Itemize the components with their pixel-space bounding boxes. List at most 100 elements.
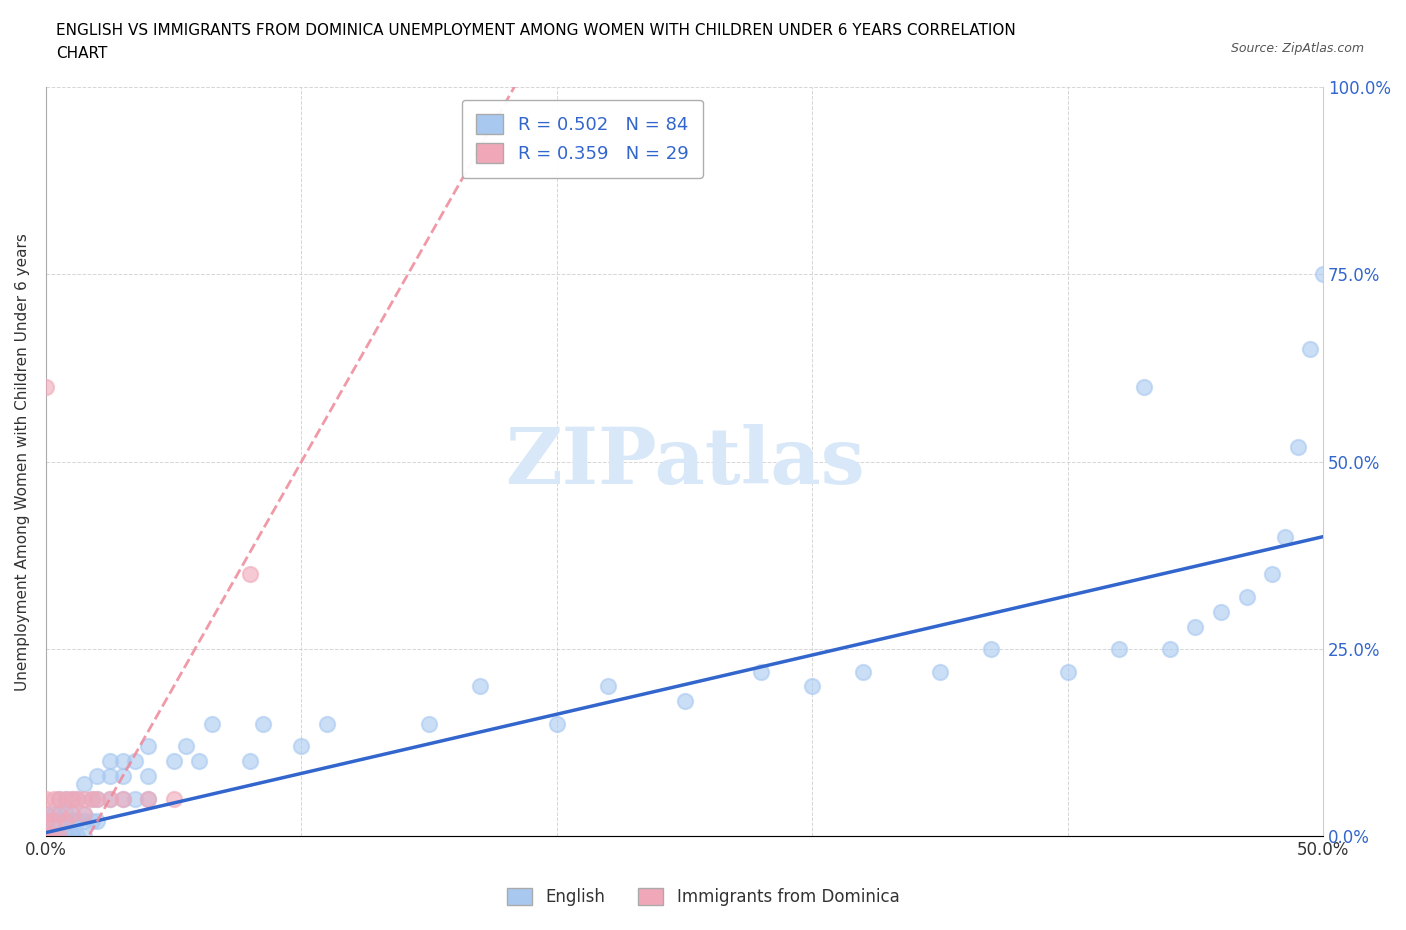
Point xyxy=(65,814,87,829)
Point xyxy=(673,694,696,709)
Point xyxy=(98,791,121,806)
Point xyxy=(98,769,121,784)
Text: ZIPatlas: ZIPatlas xyxy=(505,424,865,499)
Point xyxy=(55,806,77,821)
Point xyxy=(42,829,65,844)
Point xyxy=(252,716,274,731)
Point xyxy=(163,754,186,769)
Point xyxy=(42,829,65,844)
Point xyxy=(980,642,1002,657)
Point xyxy=(418,716,440,731)
Point xyxy=(1274,529,1296,544)
Point xyxy=(80,791,103,806)
Point xyxy=(1133,379,1156,394)
Point xyxy=(801,679,824,694)
Point xyxy=(73,777,96,791)
Point xyxy=(35,829,58,844)
Point xyxy=(136,739,159,754)
Point xyxy=(60,829,83,844)
Point xyxy=(73,791,96,806)
Point xyxy=(201,716,224,731)
Point xyxy=(42,806,65,821)
Point xyxy=(929,664,952,679)
Point xyxy=(546,716,568,731)
Point xyxy=(42,814,65,829)
Point xyxy=(124,754,146,769)
Point xyxy=(111,769,134,784)
Point xyxy=(48,791,70,806)
Point xyxy=(749,664,772,679)
Point xyxy=(42,791,65,806)
Point xyxy=(60,829,83,844)
Point xyxy=(60,806,83,821)
Point xyxy=(136,769,159,784)
Point xyxy=(1299,342,1322,357)
Point xyxy=(48,791,70,806)
Point xyxy=(1159,642,1181,657)
Legend: R = 0.502   N = 84, R = 0.359   N = 29: R = 0.502 N = 84, R = 0.359 N = 29 xyxy=(461,100,703,178)
Point xyxy=(596,679,619,694)
Point xyxy=(55,814,77,829)
Point xyxy=(60,791,83,806)
Point xyxy=(35,829,58,844)
Text: CHART: CHART xyxy=(56,46,108,61)
Point xyxy=(111,754,134,769)
Point xyxy=(42,829,65,844)
Point xyxy=(470,679,492,694)
Point xyxy=(48,806,70,821)
Point xyxy=(1108,642,1130,657)
Point xyxy=(35,806,58,821)
Point xyxy=(80,791,103,806)
Point xyxy=(239,754,262,769)
Point xyxy=(55,829,77,844)
Point xyxy=(42,814,65,829)
Point xyxy=(86,769,108,784)
Point xyxy=(48,806,70,821)
Point xyxy=(73,806,96,821)
Text: ENGLISH VS IMMIGRANTS FROM DOMINICA UNEMPLOYMENT AMONG WOMEN WITH CHILDREN UNDER: ENGLISH VS IMMIGRANTS FROM DOMINICA UNEM… xyxy=(56,23,1017,38)
Point xyxy=(35,829,58,844)
Point xyxy=(35,829,58,844)
Point xyxy=(86,791,108,806)
Point xyxy=(73,806,96,821)
Point xyxy=(1312,267,1334,282)
Point xyxy=(65,791,87,806)
Point xyxy=(35,829,58,844)
Point xyxy=(60,806,83,821)
Point xyxy=(48,829,70,844)
Point xyxy=(80,814,103,829)
Point xyxy=(48,829,70,844)
Point xyxy=(55,791,77,806)
Point xyxy=(111,791,134,806)
Point xyxy=(42,829,65,844)
Point xyxy=(35,829,58,844)
Point xyxy=(35,829,58,844)
Point xyxy=(55,791,77,806)
Point xyxy=(35,829,58,844)
Point xyxy=(98,791,121,806)
Point xyxy=(1286,439,1309,454)
Point xyxy=(35,829,58,844)
Point xyxy=(136,791,159,806)
Point xyxy=(188,754,211,769)
Point xyxy=(86,814,108,829)
Point xyxy=(176,739,198,754)
Point xyxy=(35,814,58,829)
Point xyxy=(35,806,58,821)
Point xyxy=(852,664,875,679)
Point xyxy=(1056,664,1078,679)
Text: Source: ZipAtlas.com: Source: ZipAtlas.com xyxy=(1230,42,1364,55)
Point xyxy=(35,379,58,394)
Point xyxy=(73,829,96,844)
Point xyxy=(163,791,186,806)
Point xyxy=(290,739,312,754)
Point xyxy=(73,814,96,829)
Point xyxy=(1261,566,1284,581)
Point xyxy=(1209,604,1232,619)
Y-axis label: Unemployment Among Women with Children Under 6 years: Unemployment Among Women with Children U… xyxy=(15,232,30,691)
Point xyxy=(239,566,262,581)
Point xyxy=(65,829,87,844)
Point xyxy=(60,791,83,806)
Point xyxy=(1236,589,1258,604)
Point xyxy=(35,829,58,844)
